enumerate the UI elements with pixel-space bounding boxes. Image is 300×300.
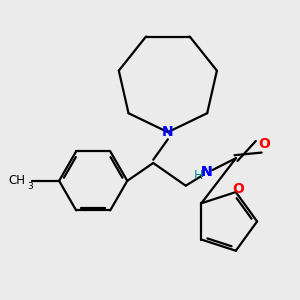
Text: CH: CH [8,174,25,187]
Text: H: H [193,169,203,182]
Text: N: N [201,165,213,179]
Text: O: O [232,182,244,197]
Text: O: O [259,136,271,151]
Text: N: N [201,165,213,179]
Text: 3: 3 [27,182,33,191]
Text: N: N [162,125,174,139]
